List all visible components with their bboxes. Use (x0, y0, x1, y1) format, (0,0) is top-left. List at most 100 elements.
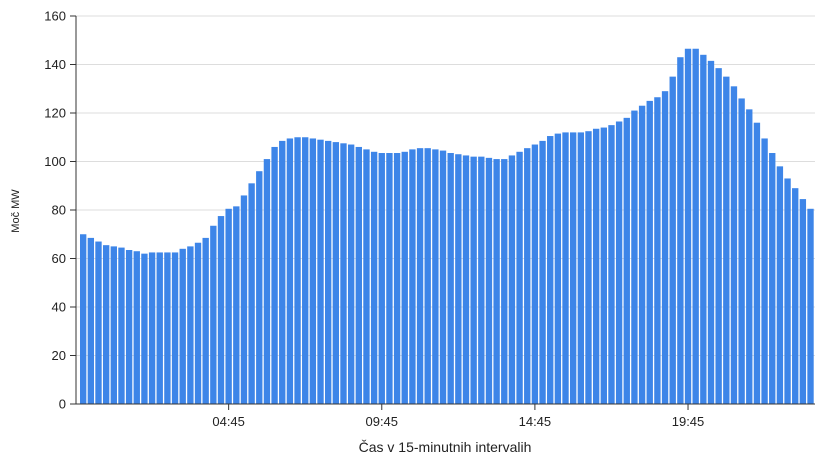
y-tick-label: 120 (44, 106, 66, 121)
y-tick-label: 0 (59, 397, 66, 412)
bar (187, 246, 194, 405)
bar (524, 148, 531, 404)
x-tick-label: 09:45 (365, 414, 398, 429)
bar (554, 133, 562, 405)
bar (462, 155, 470, 404)
bar (585, 131, 592, 404)
bar (171, 252, 179, 404)
bar (409, 149, 416, 405)
bar (439, 150, 447, 404)
bar (87, 237, 95, 404)
bar (615, 121, 623, 405)
bar (194, 242, 202, 404)
bar (256, 171, 263, 404)
bar (562, 132, 569, 404)
bar (240, 195, 248, 404)
x-tick-label: 04:45 (212, 414, 245, 429)
bar (80, 234, 87, 404)
bar (508, 155, 516, 404)
bar (416, 148, 424, 404)
bar (347, 144, 355, 404)
bar (746, 109, 753, 405)
bar (547, 136, 554, 405)
bar (730, 86, 738, 404)
bar (340, 143, 347, 404)
bar (156, 252, 163, 404)
bar (233, 206, 240, 404)
bar (807, 208, 814, 404)
bar (761, 138, 768, 404)
bar (302, 137, 309, 404)
bar (110, 246, 117, 405)
bar (600, 127, 607, 405)
bar (118, 247, 125, 404)
bar (447, 153, 454, 404)
y-tick-label: 80 (52, 203, 66, 218)
bar (393, 153, 401, 404)
bar (700, 54, 707, 405)
y-axis-title: Moč MW (10, 189, 22, 233)
bar (769, 153, 776, 404)
bar (638, 105, 646, 404)
bar (95, 241, 102, 404)
bar (309, 138, 317, 404)
bar (325, 140, 332, 404)
bar (478, 156, 485, 404)
bar (225, 208, 232, 404)
bar (516, 151, 523, 404)
bar (623, 117, 630, 404)
y-tick-label: 60 (52, 251, 66, 266)
bar (669, 76, 676, 405)
bar (210, 225, 217, 404)
bar (148, 252, 156, 404)
bar (677, 57, 684, 404)
bar (661, 91, 669, 405)
bar (355, 146, 362, 404)
bar (646, 100, 653, 405)
bar (539, 140, 546, 404)
y-tick-label: 20 (52, 348, 66, 363)
bar (294, 137, 301, 404)
bar (424, 148, 431, 404)
bar (485, 157, 493, 404)
bar (692, 48, 699, 405)
bar (753, 122, 761, 404)
x-axis: 04:45 09:45 14:45 19:45 (76, 403, 815, 429)
y-tick-label: 160 (44, 9, 66, 24)
bar (386, 153, 393, 404)
bar (164, 252, 171, 404)
bar (470, 156, 477, 404)
bar (179, 248, 186, 404)
bar (401, 151, 408, 404)
bar (432, 149, 439, 405)
bar (363, 149, 370, 405)
bar-series (80, 48, 814, 405)
y-tick-label: 40 (52, 300, 66, 315)
bar (133, 251, 140, 404)
bar (577, 132, 585, 404)
bar (776, 166, 784, 404)
bar (370, 151, 378, 404)
bar (332, 142, 340, 404)
x-tick-label: 14:45 (519, 414, 552, 429)
bar (286, 138, 294, 404)
bar (531, 144, 539, 404)
x-axis-title: Čas v 15-minutnih intervalih (359, 439, 532, 455)
bar (784, 178, 791, 404)
bar (279, 140, 286, 404)
bar (723, 76, 730, 405)
bar (684, 48, 692, 405)
y-tick-label: 100 (44, 154, 66, 169)
x-tick-label: 19:45 (672, 414, 705, 429)
bar (738, 98, 745, 404)
bar (792, 188, 799, 404)
bar (455, 154, 462, 404)
bar (141, 253, 148, 404)
bar (715, 68, 722, 404)
bar (317, 139, 324, 404)
bar (501, 159, 508, 404)
bar (707, 60, 715, 405)
bar (631, 110, 638, 404)
y-axis: 0 20 40 60 80 100 120 140 160 (44, 9, 77, 412)
